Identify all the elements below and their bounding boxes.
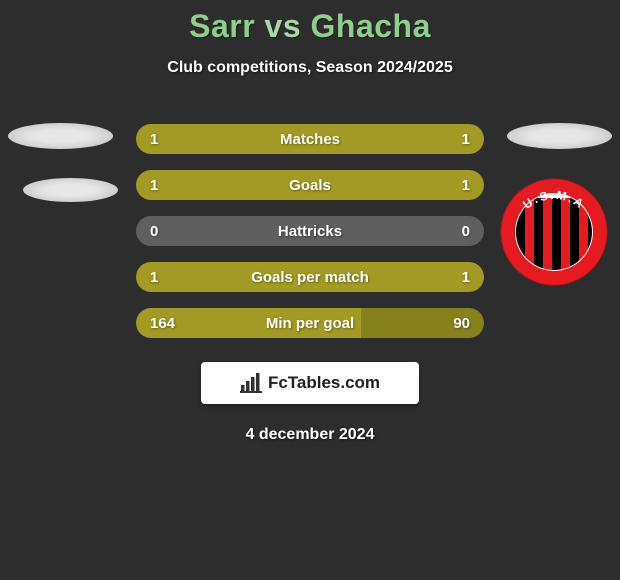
watermark: FcTables.com	[201, 362, 419, 404]
stat-label: Min per goal	[136, 315, 484, 332]
stat-row: 1Goals1	[136, 170, 484, 200]
stat-right-value: 0	[462, 223, 470, 240]
stat-row: 1Matches1	[136, 124, 484, 154]
player2-photo-placeholder	[507, 123, 612, 149]
player1-photo-placeholder	[8, 123, 113, 149]
watermark-text: FcTables.com	[268, 373, 380, 393]
stat-row: 0Hattricks0	[136, 216, 484, 246]
player2-club-badge: U.S.M.A	[500, 178, 608, 286]
player2-name: Ghacha	[311, 8, 431, 44]
stat-left-value: 164	[150, 315, 175, 332]
container: Sarr vs Ghacha Club competitions, Season…	[0, 0, 620, 580]
stat-left-value: 0	[150, 223, 158, 240]
club-badge-icon: U.S.M.A	[500, 178, 608, 286]
stat-right-value: 1	[462, 131, 470, 148]
player1-club-placeholder	[23, 178, 118, 202]
date: 4 december 2024	[0, 426, 620, 444]
bar-chart-icon	[240, 373, 262, 393]
stat-label: Matches	[136, 131, 484, 148]
stat-right-value: 1	[462, 269, 470, 286]
stat-label: Hattricks	[136, 223, 484, 240]
stat-right-value: 1	[462, 177, 470, 194]
stat-left-value: 1	[150, 177, 158, 194]
subtitle: Club competitions, Season 2024/2025	[0, 59, 620, 77]
content-box: Sarr vs Ghacha Club competitions, Season…	[0, 0, 620, 442]
stat-label: Goals	[136, 177, 484, 194]
stat-left-value: 1	[150, 131, 158, 148]
stat-right-value: 90	[453, 315, 470, 332]
player1-name: Sarr	[189, 8, 255, 44]
page-title: Sarr vs Ghacha	[0, 0, 620, 45]
stat-left-value: 1	[150, 269, 158, 286]
vs-separator: vs	[265, 8, 302, 44]
stats-column: 1Matches11Goals10Hattricks01Goals per ma…	[136, 124, 484, 354]
stat-row: 1Goals per match1	[136, 262, 484, 292]
stat-row: 164Min per goal90	[136, 308, 484, 338]
stat-label: Goals per match	[136, 269, 484, 286]
